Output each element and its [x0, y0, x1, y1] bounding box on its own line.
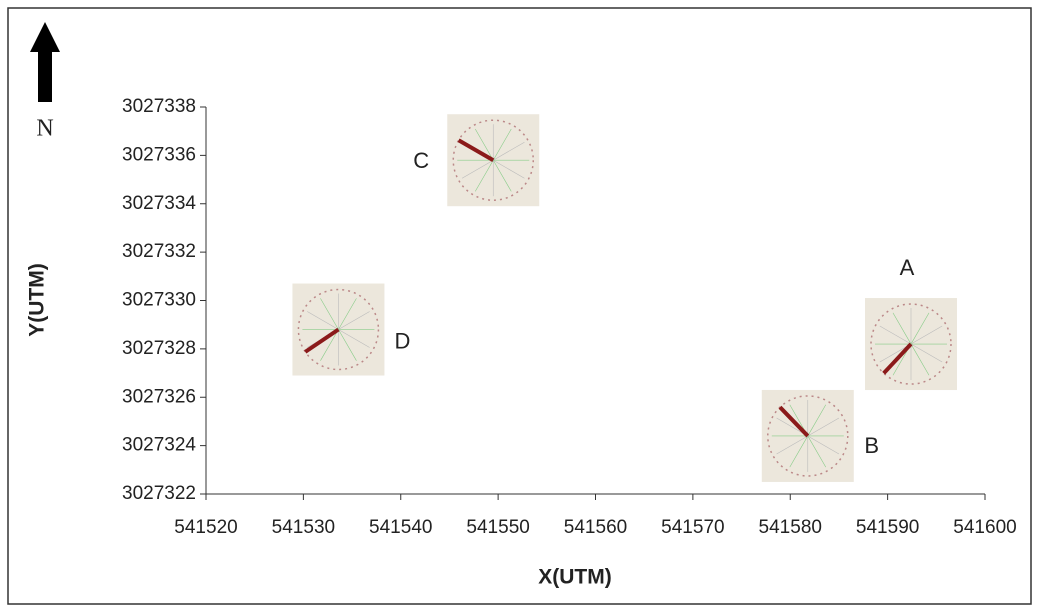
mean-direction [882, 342, 913, 375]
rose-spoke [910, 343, 930, 376]
rose-spoke [492, 160, 512, 192]
x-tick-label: 541580 [759, 517, 822, 538]
x-tick-label: 541560 [564, 517, 627, 538]
rose-spoke [474, 160, 494, 192]
x-tick-label: 541530 [272, 517, 335, 538]
mean-direction [778, 405, 810, 438]
y-tick-label: 3027328 [122, 338, 196, 359]
x-tick-label: 541540 [369, 517, 432, 538]
rose-spoke [320, 298, 339, 330]
mean-direction [457, 138, 495, 162]
point-label: D [394, 328, 410, 353]
x-tick-label: 541590 [856, 517, 919, 538]
rose-circle [767, 395, 849, 477]
rose-spoke [892, 312, 912, 345]
point-label: A [900, 255, 915, 280]
x-tick-label: 541520 [174, 517, 237, 538]
rose-spoke [910, 312, 930, 345]
rose-spoke [338, 329, 370, 348]
rose-circle [870, 303, 952, 385]
rose-spoke [320, 329, 339, 361]
rose-spoke [807, 417, 840, 437]
x-axis-title: X(UTM) [538, 566, 611, 589]
x-tick-label: 541550 [466, 517, 529, 538]
point-label: C [413, 148, 429, 173]
rose-spoke [307, 311, 339, 330]
x-tick-label: 541570 [661, 517, 724, 538]
y-tick-label: 3027338 [122, 96, 196, 117]
rose-spoke [910, 343, 943, 363]
rose-spoke [492, 128, 512, 161]
north-label: N [36, 116, 53, 142]
rose-spoke [493, 159, 525, 179]
rose-spoke [910, 325, 943, 345]
y-tick-label: 3027322 [122, 483, 196, 504]
rose-spoke [338, 298, 357, 330]
rose-spoke [807, 435, 840, 455]
north-arrow [30, 22, 60, 102]
rose-spoke [474, 128, 494, 161]
y-tick-label: 3027336 [122, 144, 196, 165]
rose-circle [452, 119, 535, 201]
rose-spoke [338, 311, 370, 330]
y-tick-label: 3027326 [122, 386, 196, 407]
rose-spoke [776, 435, 808, 455]
rose-spoke [338, 329, 357, 361]
frame [7, 7, 1032, 605]
rose-spoke [807, 404, 827, 437]
y-tick-label: 3027334 [122, 193, 196, 214]
y-tick-label: 3027332 [122, 241, 196, 262]
y-axis-title: Y(UTM) [26, 263, 49, 336]
rose-spoke [807, 435, 827, 468]
rose-spoke [461, 159, 494, 179]
rose-circle [297, 288, 380, 371]
point-label: B [864, 433, 879, 458]
rose-spoke [789, 435, 809, 468]
rose-spoke [879, 325, 912, 345]
x-tick-label: 541600 [953, 517, 1016, 538]
y-tick-label: 3027330 [122, 290, 196, 311]
mean-direction [304, 327, 340, 354]
y-tick-label: 3027324 [122, 435, 196, 456]
rose-spoke [493, 141, 525, 161]
